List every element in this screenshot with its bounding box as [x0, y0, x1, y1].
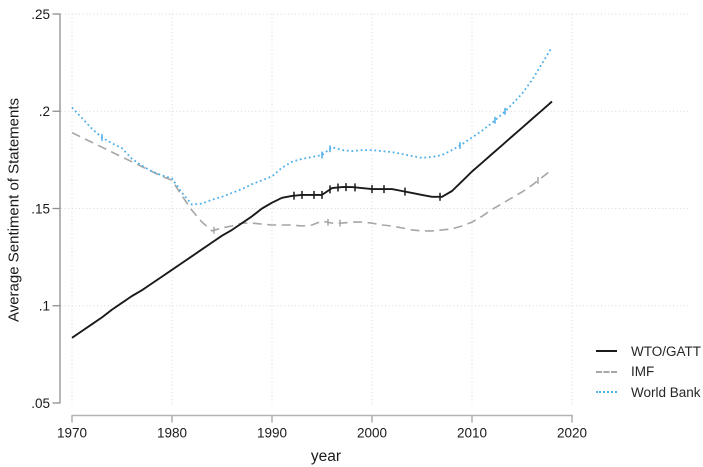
series-line-world-bank: [71, 46, 553, 206]
legend-label-world-bank: World Bank: [631, 384, 701, 400]
legend-item-wto-gatt: WTO/GATT: [596, 341, 701, 362]
legend-item-world-bank: World Bank: [596, 382, 701, 403]
legend-label-imf: IMF: [631, 364, 655, 379]
legend-item-imf: IMF: [596, 362, 701, 383]
series-line-imf: [71, 131, 553, 232]
legend: WTO/GATT IMF World Bank: [596, 341, 701, 403]
x-tick-label: 1980: [157, 426, 187, 441]
x-axis-title: year: [310, 448, 342, 465]
legend-label-wto-gatt: WTO/GATT: [631, 343, 701, 359]
x-tick-label: 2020: [557, 426, 587, 441]
wto-gatt-line-sample-icon: [596, 350, 617, 353]
x-tick-label: 1970: [57, 426, 87, 441]
y-tick-label: .1: [39, 299, 50, 314]
imf-line-sample-icon: [596, 370, 617, 373]
x-tick-label: 1990: [257, 426, 287, 441]
world-bank-line-sample-icon: [596, 391, 617, 394]
series-line-wto-gatt: [71, 100, 553, 339]
x-tick-label: 2000: [357, 426, 387, 441]
y-tick-label: .15: [31, 201, 50, 216]
x-tick-label: 2010: [457, 426, 487, 441]
y-tick-label: .05: [31, 396, 50, 411]
y-tick-label: .2: [39, 104, 50, 119]
y-tick-label: .25: [31, 7, 50, 22]
